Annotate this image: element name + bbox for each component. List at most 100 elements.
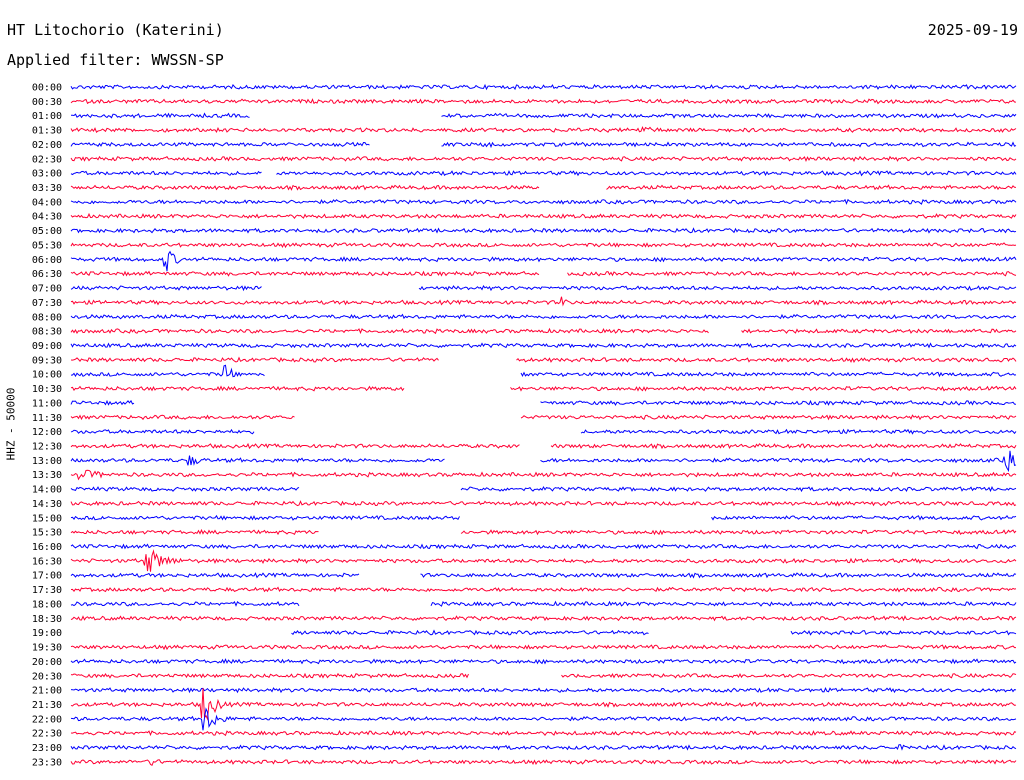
trace-row-0630: [70, 270, 1017, 277]
trace-row-1200: [70, 428, 1017, 435]
trace-row-1000: [70, 364, 1017, 378]
trace-row-0500: [70, 227, 1017, 234]
trace-row-0930: [70, 356, 1017, 363]
time-tick-label: 21:00: [32, 686, 62, 697]
trace-row-1930: [70, 644, 1017, 651]
time-tick-label: 03:00: [32, 169, 62, 180]
time-tick-label: 11:30: [32, 413, 62, 424]
time-tick-label: 00:30: [32, 97, 62, 108]
time-tick-label: 18:00: [32, 599, 62, 610]
trace-row-0130: [70, 125, 1017, 133]
trace-row-1900: [291, 629, 1017, 636]
time-tick-label: 01:30: [32, 126, 62, 137]
time-tick-label: 16:30: [32, 556, 62, 567]
time-tick-label: 08:00: [32, 312, 62, 323]
time-tick-label: 13:30: [32, 470, 62, 481]
trace-row-1500: [70, 514, 1017, 521]
time-tick-label: 13:00: [32, 456, 62, 467]
time-tick-label: 07:30: [32, 298, 62, 309]
time-tick-label: 19:30: [32, 643, 62, 654]
time-tick-label: 02:30: [32, 154, 62, 165]
time-tick-label: 06:30: [32, 269, 62, 280]
time-tick-label: 23:00: [32, 743, 62, 754]
trace-row-1330: [70, 469, 1017, 481]
trace-row-1630: [70, 549, 1017, 572]
trace-row-2100: [70, 687, 1017, 694]
trace-row-2200: [70, 707, 1017, 731]
time-tick-label: 23:30: [32, 757, 62, 768]
time-tick-label: 04:30: [32, 212, 62, 223]
trace-row-0600: [70, 250, 1017, 272]
trace-row-0730: [70, 296, 1017, 307]
time-tick-label: 03:30: [32, 183, 62, 194]
time-tick-label: 15:30: [32, 528, 62, 539]
time-tick-label: 22:00: [32, 714, 62, 725]
time-tick-label: 01:00: [32, 111, 62, 122]
trace-row-0000: [70, 83, 1017, 91]
trace-row-0030: [70, 98, 1017, 105]
trace-row-1030: [70, 385, 1017, 392]
time-tick-label: 15:00: [32, 513, 62, 524]
trace-row-1230: [70, 442, 1017, 450]
time-tick-label: 14:30: [32, 499, 62, 510]
time-tick-label: 20:00: [32, 657, 62, 668]
time-tick-label: 20:30: [32, 671, 62, 682]
time-tick-label: 06:00: [32, 255, 62, 266]
trace-row-0100: [70, 112, 1017, 119]
trace-row-0400: [70, 198, 1017, 205]
time-tick-label: 17:30: [32, 585, 62, 596]
trace-row-0230: [70, 155, 1017, 162]
trace-row-0300: [70, 170, 1017, 177]
trace-row-1600: [70, 543, 1017, 550]
trace-row-1300: [70, 450, 1017, 473]
trace-row-0200: [70, 141, 1017, 149]
time-tick-label: 18:30: [32, 614, 62, 625]
time-tick-label: 05:30: [32, 240, 62, 251]
trace-row-2330: [70, 759, 1017, 767]
trace-row-0830: [70, 327, 1017, 335]
time-tick-label: 22:30: [32, 729, 62, 740]
filter-label: Applied filter: WWSSN-SP: [7, 51, 224, 69]
trace-row-0800: [70, 313, 1017, 320]
trace-row-0430: [70, 212, 1017, 220]
time-tick-label: 17:00: [32, 571, 62, 582]
trace-row-1530: [70, 528, 1017, 536]
trace-row-2230: [70, 729, 1017, 737]
trace-row-1700: [70, 572, 1017, 579]
trace-row-2130: [70, 688, 1017, 721]
time-tick-label: 08:30: [32, 327, 62, 338]
trace-row-2000: [70, 658, 1017, 665]
time-tick-label: 09:00: [32, 341, 62, 352]
trace-row-1100: [70, 399, 1017, 406]
time-tick-label: 12:00: [32, 427, 62, 438]
time-tick-label: 19:00: [32, 628, 62, 639]
time-tick-label: 12:30: [32, 442, 62, 453]
time-tick-label: 02:00: [32, 140, 62, 151]
trace-row-2300: [70, 744, 1017, 751]
time-tick-label: 10:00: [32, 370, 62, 381]
trace-row-1730: [70, 586, 1017, 593]
time-tick-label: 11:00: [32, 398, 62, 409]
trace-row-0330: [70, 184, 1017, 191]
time-tick-label: 10:30: [32, 384, 62, 395]
trace-row-1830: [70, 615, 1017, 622]
time-tick-label: 09:30: [32, 355, 62, 366]
time-tick-label: 07:00: [32, 284, 62, 295]
station-title: HT Litochorio (Katerini): [7, 21, 224, 39]
time-tick-label: 05:00: [32, 226, 62, 237]
trace-row-1800: [70, 600, 1017, 607]
trace-row-1430: [70, 500, 1017, 507]
time-tick-label: 00:00: [32, 83, 62, 94]
trace-row-2030: [70, 672, 1017, 679]
trace-row-0700: [70, 285, 1017, 292]
trace-row-0530: [70, 242, 1017, 249]
date-label: 2025-09-19: [927, 21, 1018, 39]
time-tick-label: 14:00: [32, 485, 62, 496]
trace-row-1130: [70, 414, 1017, 421]
time-tick-label: 21:30: [32, 700, 62, 711]
trace-row-1400: [70, 485, 1017, 493]
time-tick-label: 04:00: [32, 197, 62, 208]
trace-row-0900: [70, 342, 1017, 349]
time-tick-label: 16:00: [32, 542, 62, 553]
